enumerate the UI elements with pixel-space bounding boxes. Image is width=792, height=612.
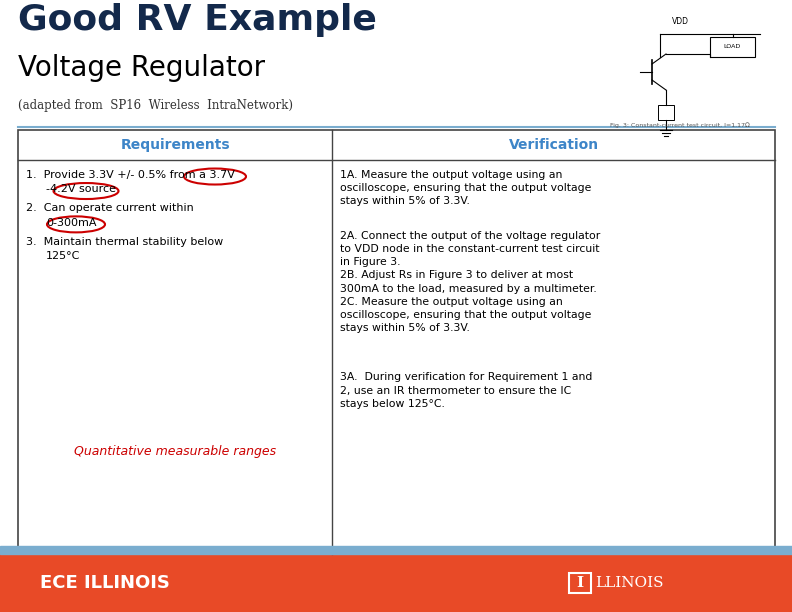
- Bar: [0, 546, 792, 554]
- Text: 125°C: 125°C: [46, 251, 80, 261]
- Text: 1.  Provide 3.3V +/- 0.5% from a 3.7V: 1. Provide 3.3V +/- 0.5% from a 3.7V: [26, 170, 235, 180]
- Bar: [569, 573, 591, 593]
- Text: 2.  Can operate current within: 2. Can operate current within: [26, 203, 194, 214]
- Bar: [658, 105, 674, 120]
- Text: Requirements: Requirements: [120, 138, 230, 152]
- Text: -4.2V source: -4.2V source: [46, 184, 116, 195]
- Text: Good RV Example: Good RV Example: [18, 3, 377, 37]
- Text: ECE ILLINOIS: ECE ILLINOIS: [40, 574, 169, 592]
- Text: VDD: VDD: [672, 17, 688, 26]
- Text: I: I: [577, 576, 584, 590]
- Text: (adapted from  SP16  Wireless  IntraNetwork): (adapted from SP16 Wireless IntraNetwork…: [18, 99, 293, 112]
- Bar: [710, 37, 755, 57]
- Text: LLINOIS: LLINOIS: [595, 576, 664, 590]
- Text: 3.  Maintain thermal stability below: 3. Maintain thermal stability below: [26, 237, 223, 247]
- Text: LOAD: LOAD: [724, 45, 741, 50]
- Text: Quantitative measurable ranges: Quantitative measurable ranges: [74, 446, 276, 458]
- Text: 0-300mA: 0-300mA: [46, 218, 97, 228]
- Text: Fig. 3: Constant-current test circuit, I=1.17Ω: Fig. 3: Constant-current test circuit, I…: [610, 122, 750, 128]
- Text: 1A. Measure the output voltage using an
oscilloscope, ensuring that the output v: 1A. Measure the output voltage using an …: [340, 170, 592, 206]
- Text: 3A.  During verification for Requirement 1 and
2, use an IR thermometer to ensur: 3A. During verification for Requirement …: [340, 373, 592, 409]
- Bar: [0, 554, 792, 612]
- Text: 2A. Connect the output of the voltage regulator
to VDD node in the constant-curr: 2A. Connect the output of the voltage re…: [340, 231, 600, 333]
- Text: Verification: Verification: [508, 138, 599, 152]
- Text: Voltage Regulator: Voltage Regulator: [18, 54, 265, 82]
